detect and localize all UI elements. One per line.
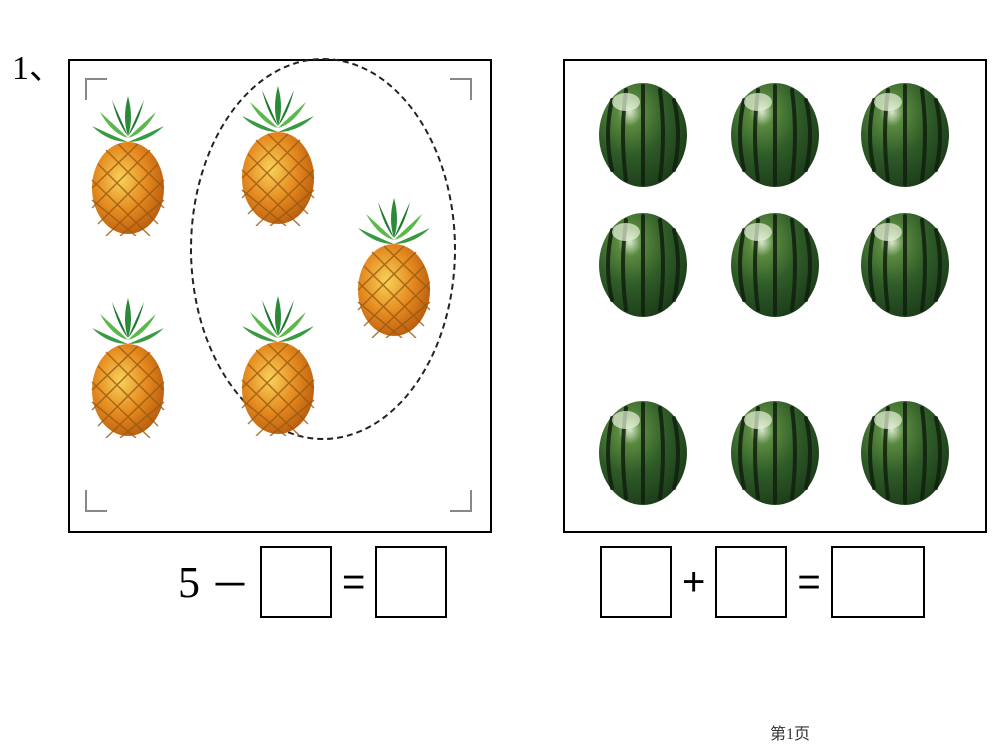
watermelon-icon — [858, 398, 952, 508]
watermelon-icon — [858, 80, 952, 190]
pineapple-icon — [348, 190, 440, 338]
watermelon-icon — [858, 210, 952, 320]
watermelon-icon — [596, 398, 690, 508]
watermelon-icon — [728, 210, 822, 320]
watermelon-icon — [728, 80, 822, 190]
watermelon-icon — [596, 210, 690, 320]
minus-operator: － — [210, 553, 250, 611]
equals-operator: = — [797, 560, 820, 605]
equals-operator: = — [342, 560, 365, 605]
pineapple-icon — [82, 88, 174, 236]
answer-box[interactable] — [375, 546, 447, 618]
answer-box[interactable] — [715, 546, 787, 618]
left-equation: 5 － = — [178, 546, 447, 618]
right-equation: + = — [600, 546, 925, 618]
equation-operand: 5 — [178, 557, 200, 608]
watermelon-icon — [596, 80, 690, 190]
corner-bracket — [450, 78, 472, 100]
question-number: 1、 — [12, 40, 63, 89]
page-footer: 第1页 — [770, 720, 810, 744]
pineapple-icon — [232, 78, 324, 226]
answer-box[interactable] — [600, 546, 672, 618]
answer-box[interactable] — [831, 546, 925, 618]
answer-box[interactable] — [260, 546, 332, 618]
corner-bracket — [450, 490, 472, 512]
corner-bracket — [85, 490, 107, 512]
pineapple-icon — [232, 288, 324, 436]
plus-operator: + — [682, 560, 705, 605]
watermelon-icon — [728, 398, 822, 508]
pineapple-icon — [82, 290, 174, 438]
